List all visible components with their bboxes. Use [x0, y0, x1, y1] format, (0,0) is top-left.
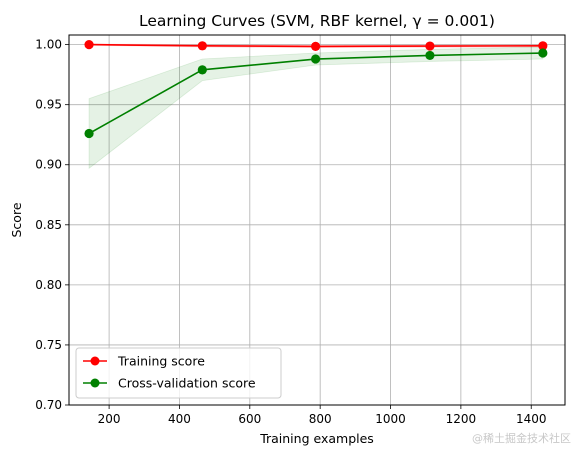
- y-tick-label: 0.75: [35, 338, 62, 352]
- x-tick-label: 200: [98, 412, 121, 426]
- chart-title: Learning Curves (SVM, RBF kernel, γ = 0.…: [139, 12, 495, 30]
- y-axis-ticks: 0.70 0.75 0.80 0.85 0.90 0.95 1.00: [35, 38, 69, 412]
- cross-validation-score-point: [538, 48, 548, 58]
- x-tick-label: 1000: [375, 412, 406, 426]
- legend-marker-cross-validation: [90, 378, 100, 388]
- training-score-point: [84, 40, 94, 50]
- y-tick-label: 1.00: [35, 38, 62, 52]
- cross-validation-score-confidence-band: [88, 46, 544, 170]
- legend-marker-training: [90, 356, 100, 366]
- training-score-point: [310, 41, 321, 52]
- x-axis-ticks: 200 400 600 800 1000 1200 1400: [98, 405, 547, 426]
- y-tick-label: 0.85: [35, 218, 62, 232]
- legend-box: [75, 347, 282, 399]
- cross-validation-score-point: [425, 50, 435, 61]
- x-tick-label: 1400: [516, 412, 547, 426]
- x-tick-label: 400: [168, 412, 191, 426]
- training-score-point: [425, 41, 435, 51]
- training-score-point: [197, 41, 207, 51]
- cross-validation-score-point: [310, 54, 321, 64]
- training-score-point: [538, 41, 548, 51]
- cross-validation-score-point: [197, 65, 207, 75]
- plot-frame: [68, 34, 566, 406]
- series-points: [84, 40, 548, 139]
- y-tick-label: 0.70: [35, 398, 62, 412]
- legend-label-training: Training score: [117, 354, 205, 369]
- x-tick-label: 1200: [446, 412, 477, 426]
- y-axis-label: Score: [9, 202, 24, 237]
- legend-label-cross-validation: Cross-validation score: [118, 376, 256, 391]
- y-tick-label: 0.80: [35, 278, 62, 292]
- y-tick-label: 0.95: [35, 98, 62, 112]
- legend: Training score Cross-validation score: [75, 347, 282, 399]
- cross-validation-score-point: [84, 128, 94, 139]
- x-axis-label: Training examples: [259, 431, 374, 446]
- y-tick-label: 0.90: [35, 158, 62, 172]
- watermark-text: @稀土掘金技术社区: [472, 431, 571, 445]
- x-tick-label: 800: [309, 412, 332, 426]
- x-tick-label: 600: [238, 412, 261, 426]
